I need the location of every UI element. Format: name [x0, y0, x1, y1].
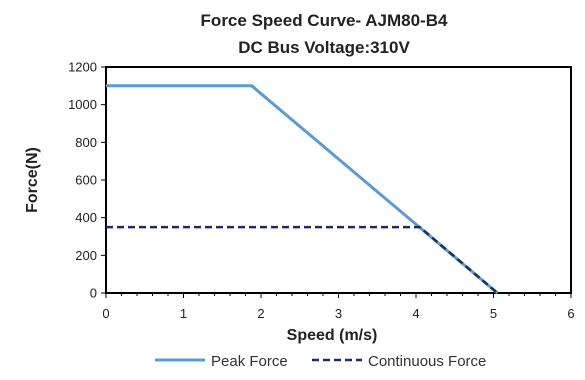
y-tick-label: 400	[75, 210, 97, 225]
series-layer	[106, 84, 499, 295]
series-line-peak-force	[106, 84, 499, 295]
x-tick-label: 2	[257, 306, 264, 321]
x-tick-label: 6	[567, 306, 574, 321]
y-tick-label: 1000	[68, 97, 97, 112]
x-tick-label: 5	[490, 306, 497, 321]
x-axis-label: Speed (m/s)	[287, 327, 378, 344]
chart-subtitle: DC Bus Voltage:310V	[238, 38, 410, 57]
legend-label: Continuous Force	[368, 353, 486, 370]
x-tick-label: 0	[102, 306, 109, 321]
x-tick-label: 3	[335, 306, 342, 321]
y-tick-label: 200	[75, 248, 97, 263]
y-tick-label: 1200	[68, 60, 97, 75]
legend-label: Peak Force	[211, 353, 288, 370]
x-tick-label: 4	[412, 306, 419, 321]
y-tick-label: 600	[75, 173, 97, 188]
y-axis: 0 200 400 600 800 1000 1200	[68, 60, 106, 301]
series-line-continuous-force	[106, 225, 499, 294]
x-axis: 0 1 2 3 4 5 6	[102, 293, 575, 321]
y-tick-label: 0	[90, 286, 97, 301]
chart-title: Force Speed Curve- AJM80-B4	[201, 11, 448, 30]
y-axis-label: Force(N)	[24, 147, 41, 213]
x-tick-label: 1	[180, 306, 187, 321]
y-tick-label: 800	[75, 135, 97, 150]
plot-area	[105, 66, 572, 294]
legend: Peak Force Continuous Force	[155, 353, 486, 370]
